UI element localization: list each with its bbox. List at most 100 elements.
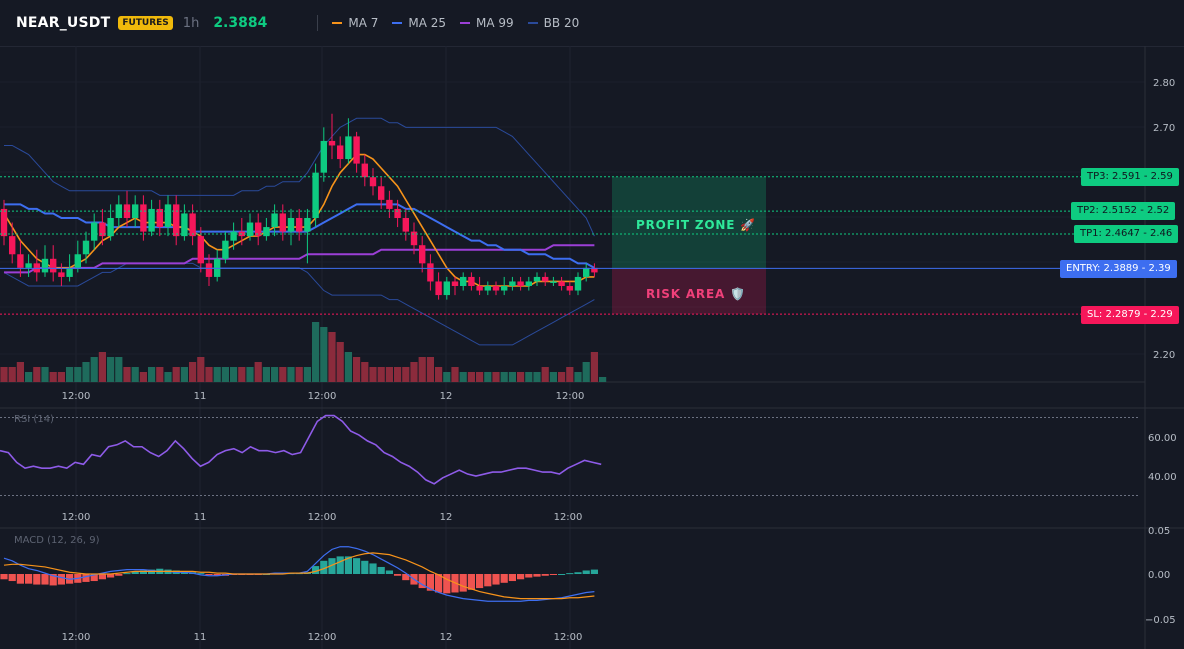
- volume-bar: [361, 362, 369, 382]
- legend-bb20-label: BB 20: [543, 16, 580, 30]
- macd-hist-bar: [500, 574, 508, 583]
- volume-bar: [115, 357, 123, 382]
- volume-bar: [221, 367, 229, 382]
- volume-bar: [262, 367, 270, 382]
- candle-body: [91, 222, 98, 241]
- volume-bar: [525, 372, 533, 382]
- candle-body: [222, 240, 229, 259]
- macd-hist-bar: [467, 574, 475, 590]
- timeframe-selector[interactable]: 1h: [182, 15, 200, 31]
- entry-tag[interactable]: ENTRY: 2.3889 - 2.39: [1060, 260, 1177, 278]
- volume-bar: [49, 372, 57, 382]
- candle-body: [173, 204, 180, 237]
- time-axis-rsi: 12:00 11 12:00 12 12:00: [62, 512, 583, 523]
- tp2-tag[interactable]: TP2: 2.5152 - 2.52: [1071, 202, 1176, 220]
- volume-bar: [451, 367, 459, 382]
- candle-body: [156, 208, 163, 228]
- macd-pane: [0, 546, 598, 602]
- x-tick: 12:00: [308, 632, 337, 643]
- sl-tag[interactable]: SL: 2.2879 - 2.29: [1081, 306, 1179, 324]
- chart-header: NEAR_USDT FUTURES 1h 2.3884 MA 7 MA 25 M…: [0, 0, 1184, 47]
- candle-body: [476, 286, 483, 291]
- volume-bar: [426, 357, 434, 382]
- y-tick: 2.80: [1153, 78, 1175, 89]
- y-tick: 2.70: [1153, 123, 1175, 134]
- candle-body: [402, 218, 409, 232]
- x-tick: 12:00: [308, 391, 337, 402]
- macd-label: MACD (12, 26, 9): [14, 535, 100, 546]
- volume-bar: [254, 362, 262, 382]
- volume-bar: [369, 367, 377, 382]
- symbol-name[interactable]: NEAR_USDT: [16, 15, 111, 31]
- macd-signal-line: [3, 552, 595, 600]
- rsi-line: [0, 414, 602, 485]
- candle-body: [419, 245, 426, 264]
- bb20-swatch: [527, 22, 538, 24]
- volume-bar: [344, 352, 352, 382]
- volume-bar: [312, 322, 320, 382]
- macd-hist-bar: [49, 574, 57, 586]
- candle-body: [25, 263, 32, 268]
- volume-bar: [467, 372, 475, 382]
- volume-bar: [533, 372, 541, 382]
- volume-bar: [156, 367, 164, 382]
- candle-body: [574, 276, 582, 291]
- rsi-label: RSI (14): [14, 414, 54, 425]
- macd-hist-bar: [25, 574, 33, 584]
- macd-hist-bar: [328, 558, 336, 574]
- volume-bar: [164, 372, 172, 382]
- candle-body: [189, 213, 196, 237]
- tp1-tag[interactable]: TP1: 2.4647 - 2.46: [1074, 225, 1179, 243]
- volume-bar: [131, 367, 139, 382]
- volume-bar: [353, 357, 361, 382]
- macd-hist-bar: [361, 560, 369, 574]
- legend-ma99[interactable]: MA 99: [460, 16, 514, 30]
- candle-body: [517, 281, 524, 286]
- macd-hist-bar: [57, 574, 65, 585]
- candle-body: [230, 231, 237, 241]
- volume-bar: [172, 367, 180, 382]
- legend-ma99-label: MA 99: [476, 16, 514, 30]
- candle-body: [287, 218, 295, 232]
- volume-bar: [25, 372, 33, 382]
- tp3-tag[interactable]: TP3: 2.591 - 2.59: [1081, 168, 1179, 186]
- candle-body: [263, 227, 270, 237]
- volume-bar: [574, 372, 582, 382]
- macd-hist-bar: [82, 574, 90, 582]
- legend-bb20[interactable]: BB 20: [527, 16, 580, 30]
- volume-bar: [123, 367, 131, 382]
- legend-ma25[interactable]: MA 25: [392, 16, 446, 30]
- volume-bar: [320, 327, 328, 382]
- x-tick: 12:00: [554, 512, 583, 523]
- macd-hist-bar: [344, 556, 352, 574]
- macd-hist-bar: [33, 574, 41, 585]
- x-tick: 12:00: [308, 512, 337, 523]
- candle-body: [41, 258, 49, 273]
- candle-body: [255, 222, 262, 237]
- candle-body: [345, 136, 352, 160]
- candle-body: [443, 281, 450, 296]
- time-axis-main: 12:00 11 12:00 12 12:00: [62, 391, 585, 402]
- volume-bar: [107, 357, 115, 382]
- candle-body: [427, 263, 434, 282]
- y-tick: 2.20: [1153, 350, 1175, 361]
- candle-body: [304, 218, 311, 232]
- candle-body: [50, 258, 57, 273]
- macd-hist-bar: [377, 566, 385, 574]
- x-tick: 11: [194, 632, 207, 643]
- macd-hist-bar: [107, 574, 115, 578]
- volume-bar: [443, 372, 451, 382]
- volume-bar: [82, 362, 90, 382]
- volume-bars: [0, 322, 607, 382]
- volume-bar: [33, 367, 41, 382]
- macd-hist-bar: [123, 573, 131, 575]
- macd-hist-bar: [426, 574, 434, 591]
- candle-body: [279, 213, 286, 232]
- volume-bar: [402, 367, 410, 382]
- volume-bar: [418, 357, 426, 382]
- candlesticks: [0, 113, 598, 300]
- candle-body: [320, 140, 327, 173]
- legend-ma7[interactable]: MA 7: [332, 16, 378, 30]
- candle-body: [181, 213, 188, 237]
